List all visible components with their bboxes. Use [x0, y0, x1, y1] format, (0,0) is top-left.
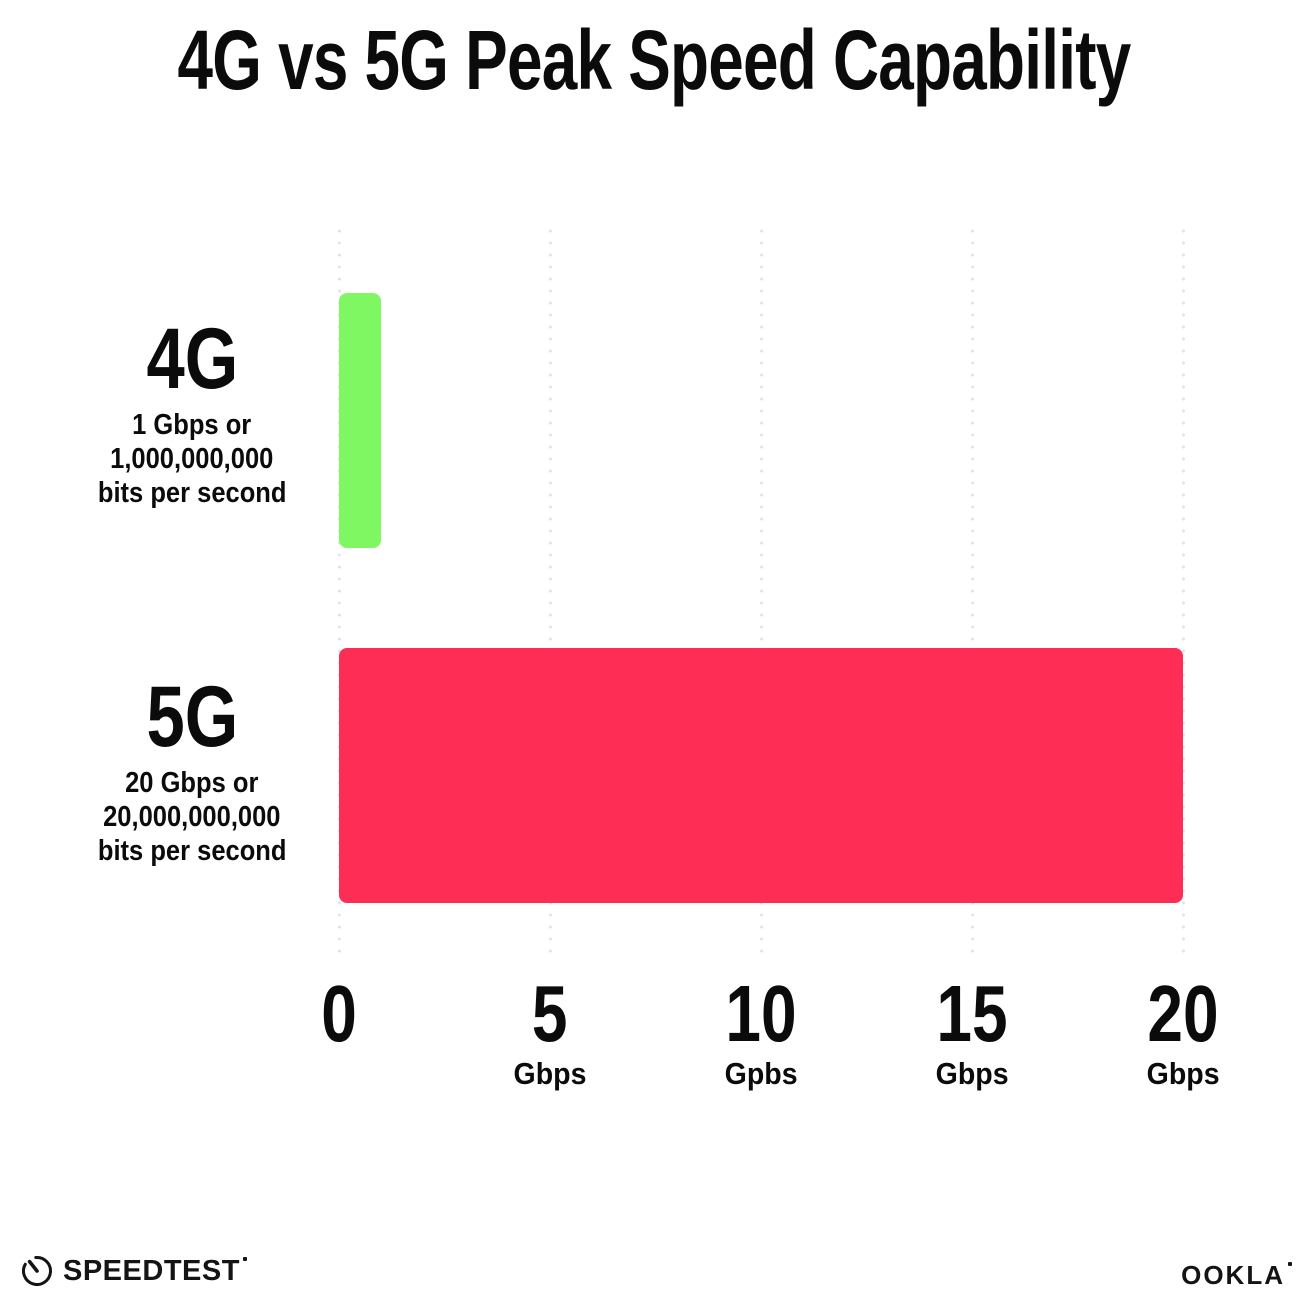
gridline-0 [337, 225, 341, 957]
trademark-mark [1288, 1262, 1292, 1266]
x-tick-5-number: 5 [532, 969, 568, 1058]
x-tick-5: 5 Gbps [510, 974, 589, 1092]
gridline-20 [1181, 225, 1185, 957]
row-label-5g-subtitle-line1: 20 Gbps or [125, 767, 259, 799]
page-title: 4G vs 5G Peak Speed Capability [177, 13, 1132, 107]
x-tick-20: 20 Gbps [1139, 974, 1228, 1092]
x-tick-0: 0 [317, 974, 362, 1092]
row-label-4g-subtitle-line1: 1 Gbps or [132, 409, 252, 441]
row-label-5g: 5G 20 Gbps or 20,000,000,000 bits per se… [30, 674, 354, 868]
speedtest-gauge-icon [22, 1256, 52, 1286]
x-tick-15-unit: Gbps [935, 1056, 1009, 1091]
x-tick-15: 15 Gbps [928, 974, 1017, 1092]
x-tick-5-unit: Gbps [513, 1056, 587, 1091]
bar-5g [339, 648, 1183, 903]
x-tick-0-number: 0 [321, 969, 357, 1058]
row-label-4g-subtitle: 1 Gbps or 1,000,000,000 bits per second [30, 408, 354, 510]
x-tick-10-number: 10 [725, 969, 797, 1058]
gridline-5 [548, 225, 552, 957]
row-label-5g-subtitle-line2: 20,000,000,000 [103, 801, 281, 833]
speedtest-logo: SPEEDTEST [20, 1254, 247, 1288]
plot-area [337, 225, 1185, 957]
x-tick-0-unit [317, 1056, 362, 1092]
row-label-4g: 4G 1 Gbps or 1,000,000,000 bits per seco… [30, 316, 354, 510]
x-tick-20-number: 20 [1147, 969, 1219, 1058]
speedtest-wordmark: SPEEDTEST [63, 1255, 247, 1288]
x-axis: 0 5 Gbps 10 Gpbs 15 Gbps 20 Gbps [321, 974, 1219, 1114]
x-tick-10-unit: Gpbs [724, 1056, 798, 1091]
ookla-wordmark: OOKLA [1181, 1260, 1285, 1290]
bar-4g [339, 293, 382, 548]
x-tick-10: 10 Gpbs [717, 974, 806, 1092]
gridline-10 [759, 225, 763, 957]
row-label-5g-subtitle: 20 Gbps or 20,000,000,000 bits per secon… [30, 766, 354, 868]
row-label-4g-subtitle-line3: bits per second [97, 477, 287, 509]
row-label-4g-subtitle-line2: 1,000,000,000 [110, 443, 274, 475]
row-label-4g-title: 4G [146, 311, 238, 407]
gridline-15 [970, 225, 974, 957]
x-tick-15-number: 15 [936, 969, 1008, 1058]
x-tick-20-unit: Gbps [1146, 1056, 1220, 1091]
trademark-mark [242, 1256, 247, 1261]
row-label-5g-subtitle-line3: bits per second [97, 835, 287, 867]
row-label-5g-title: 5G [146, 669, 238, 765]
ookla-logo: OOKLA [1181, 1260, 1292, 1291]
